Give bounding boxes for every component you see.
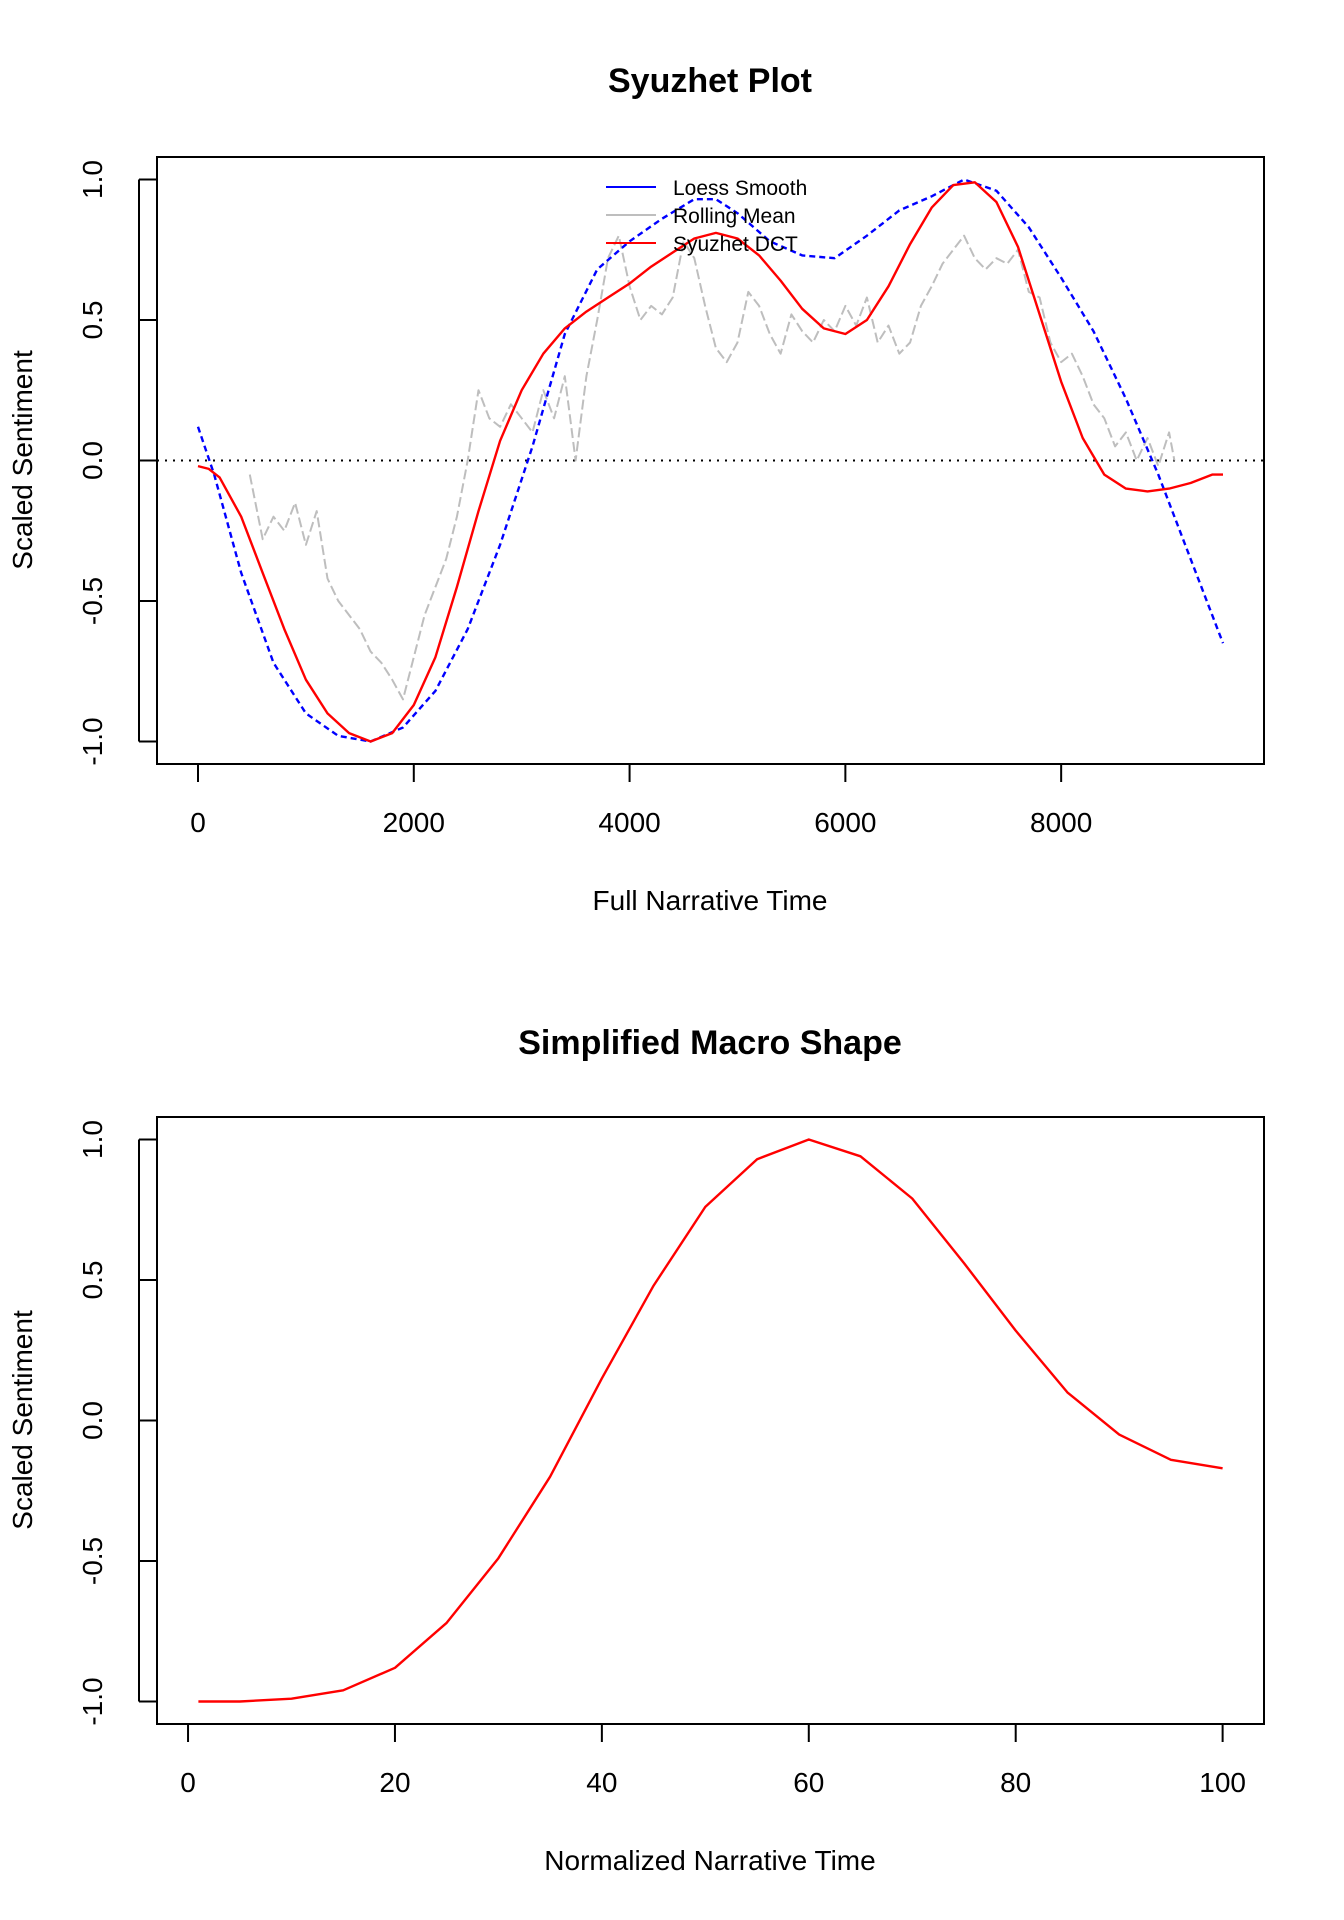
x-tick-label: 80	[1000, 1767, 1031, 1798]
series-line-series	[198, 1138, 1223, 1703]
y-tick-label: -1.0	[77, 1677, 108, 1725]
x-axis: 0 20 40 60 80 100	[180, 1723, 1246, 1798]
plot-frame	[156, 1116, 1265, 1725]
x-tick-label: 40	[586, 1767, 617, 1798]
legend: Loess Smooth Rolling Mean Syuzhet DCT	[606, 177, 807, 256]
x-axis-label: Normalized Narrative Time	[544, 1845, 875, 1876]
y-axis-label: Scaled Sentiment	[7, 1310, 38, 1530]
y-tick-label: 0.0	[77, 441, 108, 480]
series-lines	[198, 1138, 1223, 1703]
chart-title: Simplified Macro Shape	[518, 1024, 902, 1062]
y-tick-label: -0.5	[77, 1537, 108, 1585]
chart-title: Syuzhet Plot	[608, 62, 812, 100]
y-tick-label: 1.0	[77, 160, 108, 199]
x-tick-label: 2000	[383, 807, 445, 838]
panel-syuzhet-plot: Syuzhet Plot 0 2000 4000 6000 8000 -1.0 -0.5 0…	[7, 62, 1265, 916]
series-lines	[196, 178, 1225, 743]
y-tick-label: 0.5	[77, 1261, 108, 1300]
series-line-loess-smooth	[196, 178, 1225, 743]
y-tick-label: -1.0	[77, 717, 108, 765]
series-line-rolling-mean	[248, 234, 1176, 701]
x-tick-label: 0	[190, 807, 206, 838]
y-tick-label: 1.0	[77, 1120, 108, 1159]
x-tick-label: 0	[180, 1767, 196, 1798]
y-tick-label: -0.5	[77, 577, 108, 625]
panel-macro-shape: Simplified Macro Shape 0 20 40 60 80 100 -1.0…	[7, 1024, 1265, 1876]
x-axis: 0 2000 4000 6000 8000	[190, 763, 1092, 838]
series-line-syuzhet-dct	[197, 181, 1223, 743]
x-tick-label: 6000	[814, 807, 876, 838]
y-axis-label: Scaled Sentiment	[7, 350, 38, 570]
x-tick-label: 60	[793, 1767, 824, 1798]
y-axis: -1.0 -0.5 0.0 0.5 1.0	[77, 1120, 157, 1726]
y-axis: -1.0 -0.5 0.0 0.5 1.0	[77, 160, 157, 766]
x-tick-label: 100	[1199, 1767, 1246, 1798]
legend-label-rolling: Rolling Mean	[673, 205, 796, 228]
y-tick-label: 0.5	[77, 301, 108, 340]
x-tick-label: 8000	[1030, 807, 1092, 838]
y-tick-label: 0.0	[77, 1401, 108, 1440]
legend-label-loess: Loess Smooth	[673, 177, 807, 200]
x-tick-label: 4000	[598, 807, 660, 838]
legend-label-dct: Syuzhet DCT	[673, 233, 798, 256]
x-axis-label: Full Narrative Time	[593, 885, 828, 916]
x-tick-label: 20	[379, 1767, 410, 1798]
